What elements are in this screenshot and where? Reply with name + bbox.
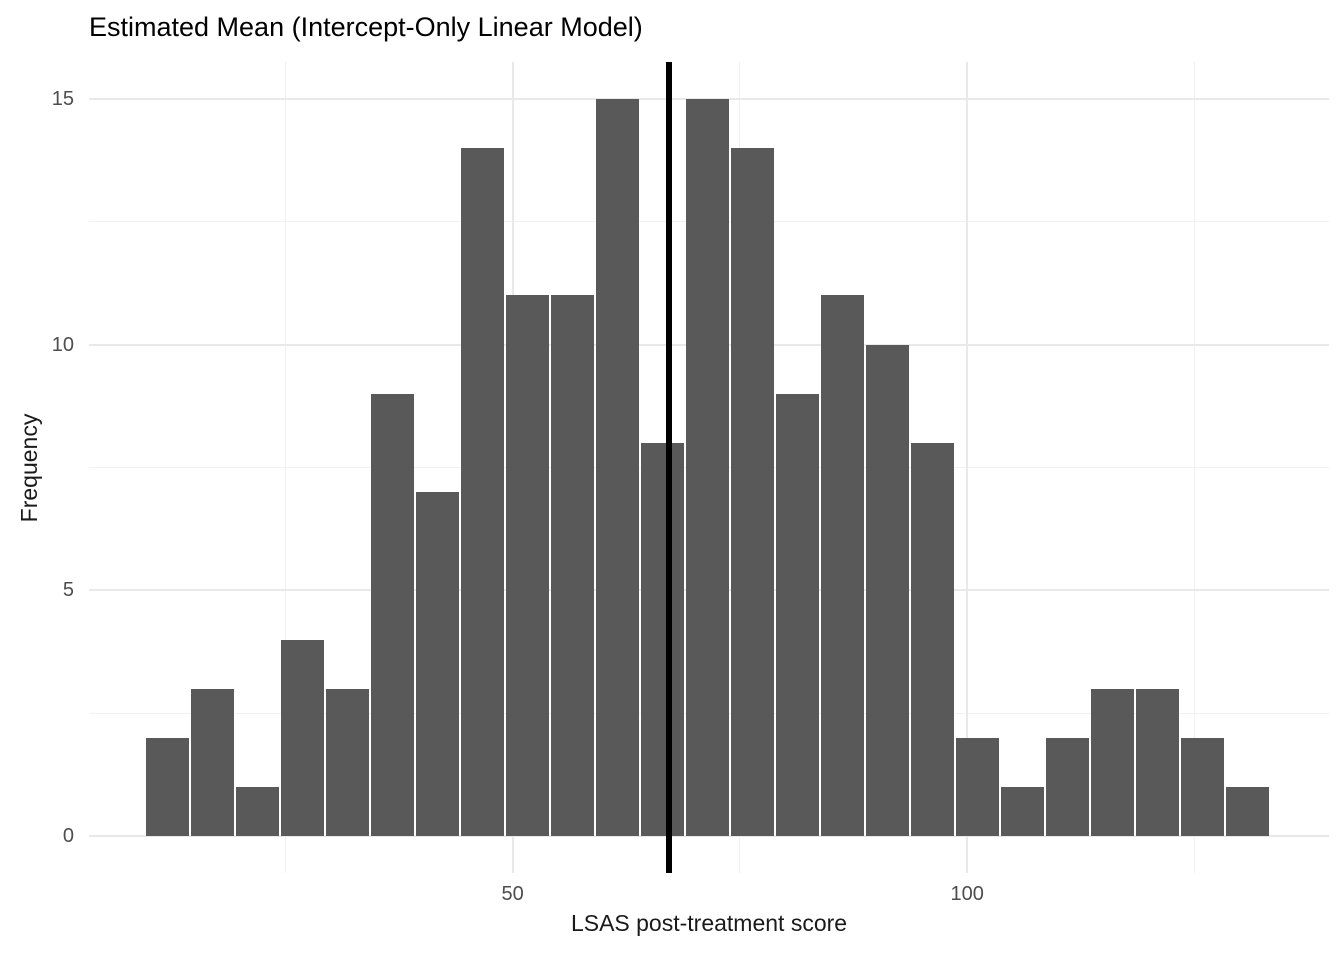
histogram-bar xyxy=(416,492,460,837)
histogram-bar xyxy=(551,295,595,837)
histogram-bar xyxy=(1136,688,1180,837)
x-tick-label: 50 xyxy=(501,883,524,905)
histogram-bar xyxy=(1046,737,1090,837)
gridline-vertical-major xyxy=(966,62,969,873)
y-tick-label: 5 xyxy=(62,579,74,602)
y-tick-label: 10 xyxy=(51,333,74,356)
histogram-bar xyxy=(236,786,280,837)
histogram-bar xyxy=(281,639,325,837)
x-axis-title: LSAS post-treatment score xyxy=(570,910,848,936)
plot-panel xyxy=(89,62,1329,873)
gridline-vertical-minor xyxy=(284,62,286,873)
x-tick-label: 100 xyxy=(950,883,984,905)
gridline-vertical-minor xyxy=(1193,62,1195,873)
histogram-bar xyxy=(776,393,820,837)
chart-title: Estimated Mean (Intercept-Only Linear Mo… xyxy=(89,12,643,42)
histogram-bar xyxy=(686,98,730,837)
histogram-bar xyxy=(911,442,955,837)
gridline-horizontal-major xyxy=(89,835,1329,838)
histogram-bar xyxy=(371,393,415,837)
histogram-bar xyxy=(1181,737,1225,837)
histogram-bar xyxy=(1226,786,1270,837)
histogram-bar xyxy=(821,295,865,837)
histogram-bar xyxy=(866,344,910,837)
histogram-bar xyxy=(191,688,235,837)
histogram-bar xyxy=(596,98,640,837)
histogram-bar xyxy=(731,148,775,837)
histogram-bar xyxy=(146,737,190,837)
histogram-bar xyxy=(1091,688,1135,837)
histogram-bar xyxy=(326,688,370,837)
histogram-bar xyxy=(461,148,505,837)
mean-vline xyxy=(666,62,672,873)
histogram-bar xyxy=(641,442,685,837)
histogram-bar xyxy=(956,737,1000,837)
y-axis-title: Frequency xyxy=(16,413,42,523)
y-tick-label: 15 xyxy=(51,87,74,110)
y-tick-label: 0 xyxy=(62,825,74,848)
histogram-bar xyxy=(1001,786,1045,837)
histogram-bar xyxy=(506,295,550,837)
